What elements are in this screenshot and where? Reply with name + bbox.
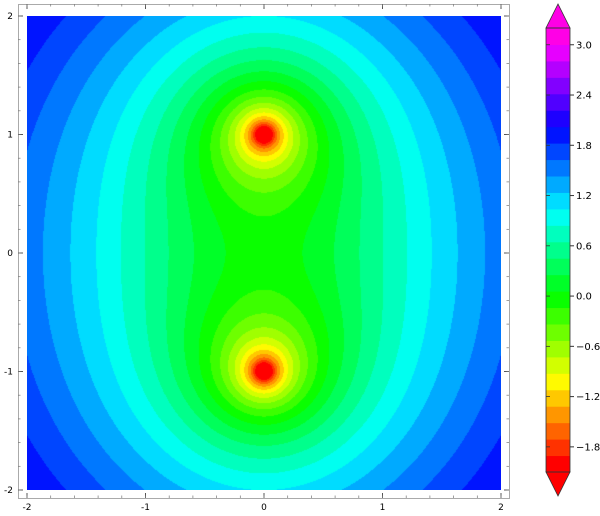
colorbar-segment — [546, 44, 570, 62]
plot-area — [18, 4, 510, 499]
y-tick-label: -1 — [4, 368, 13, 378]
y-tick-label: -2 — [4, 486, 13, 496]
colorbar-segment — [546, 126, 570, 144]
colorbar-tick-label: −1.2 — [576, 392, 600, 403]
x-tick-label: -2 — [23, 503, 32, 513]
colorbar-segment — [546, 406, 570, 424]
x-axis: -2 -1 0 1 2 — [23, 4, 504, 513]
y-axis: -2 -1 0 1 2 — [4, 12, 509, 496]
colorbar-tick-label: 1.8 — [576, 141, 592, 152]
x-tick-label: -1 — [141, 503, 150, 513]
colorbar-segment — [546, 324, 570, 341]
colorbar-segment — [546, 77, 570, 95]
colorbar-segment — [546, 192, 570, 210]
colorbar-segment — [546, 291, 570, 309]
colorbar-tick-label: 0.6 — [576, 241, 592, 252]
colorbar-segment — [546, 389, 570, 407]
y-tick-label: 1 — [7, 131, 13, 141]
colorbar-segment — [546, 373, 570, 391]
colorbar-segment — [546, 439, 570, 457]
colorbar-tick-label: 3.0 — [576, 40, 592, 51]
colorbar-frame — [545, 27, 571, 473]
colorbar-tick-label: 2.4 — [576, 91, 592, 102]
x-tick-label: 0 — [261, 503, 267, 513]
x-tick-label: 2 — [498, 503, 504, 513]
colorbar-segment — [546, 208, 570, 226]
colorbar-segment — [546, 356, 570, 374]
colorbar-tick-label: 0.0 — [576, 292, 592, 303]
colorbar-tick-label: −0.6 — [576, 342, 600, 353]
colorbar-tick-label: −1.8 — [576, 442, 600, 453]
colorbar-segment — [546, 241, 570, 259]
y-tick-label: 2 — [7, 12, 13, 22]
x-tick-label: 1 — [380, 503, 386, 513]
colorbar-segment — [546, 143, 570, 161]
colorbar-segment — [546, 307, 570, 325]
colorbar-tick-label: 1.2 — [576, 191, 592, 202]
colorbar-segment — [546, 274, 570, 292]
colorbar-segment — [546, 159, 570, 177]
colorbar-segment — [546, 60, 570, 78]
colorbar-segment — [546, 422, 570, 440]
colorbar-segment — [546, 258, 570, 276]
colorbar: −1.8 −1.2 −0.6 0.0 0.6 1.2 1.8 2.4 3.0 — [545, 3, 600, 497]
colorbar-segment — [546, 93, 570, 111]
colorbar-segment — [546, 110, 570, 128]
colorbar-segment — [546, 28, 570, 45]
contour-field — [27, 16, 501, 490]
colorbar-segment — [546, 340, 570, 358]
y-tick-label: 0 — [7, 249, 13, 259]
colorbar-segment — [546, 176, 570, 193]
colorbar-segment — [546, 455, 570, 473]
colorbar-segment — [546, 225, 570, 243]
